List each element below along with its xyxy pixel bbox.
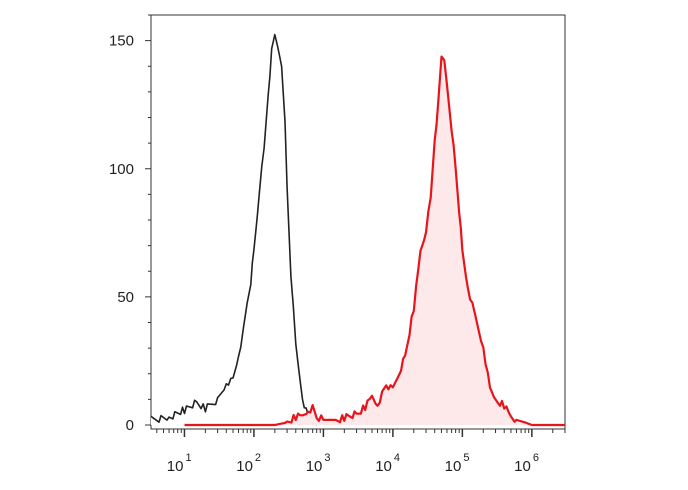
x-tick-base: 10: [375, 458, 392, 475]
x-tick-exponent: 3: [324, 452, 330, 464]
x-tick-base: 10: [236, 458, 253, 475]
series-layer: [150, 33, 565, 427]
x-tick-base: 10: [514, 458, 531, 475]
y-tick-label: 150: [109, 33, 134, 50]
plot-frame: [150, 14, 566, 430]
x-tick-label: 10 4: [375, 452, 400, 475]
x-tick-label: 10 2: [236, 452, 261, 475]
y-tick-label: 0: [126, 417, 134, 434]
y-tick-label: 100: [109, 161, 134, 178]
x-tick-base: 10: [306, 458, 323, 475]
x-tick-base: 10: [167, 458, 184, 475]
x-tick-base: 10: [445, 458, 462, 475]
x-tick-label: 10 3: [306, 452, 331, 475]
series-1-area: [184, 56, 565, 425]
series-0-line: [150, 33, 318, 426]
x-tick-label: 10 6: [514, 452, 539, 475]
x-tick-exponent: 1: [185, 452, 191, 464]
x-tick-exponent: 6: [533, 452, 539, 464]
x-tick-exponent: 4: [394, 452, 400, 464]
y-tick-label: 50: [117, 289, 134, 306]
series-0-area: [151, 34, 317, 425]
x-tick-exponent: 5: [463, 452, 469, 464]
series-1-line: [184, 55, 565, 427]
x-tick-exponent: 2: [255, 452, 261, 464]
x-tick-label: 10 5: [445, 452, 470, 475]
x-tick-label: 10 1: [167, 452, 192, 475]
